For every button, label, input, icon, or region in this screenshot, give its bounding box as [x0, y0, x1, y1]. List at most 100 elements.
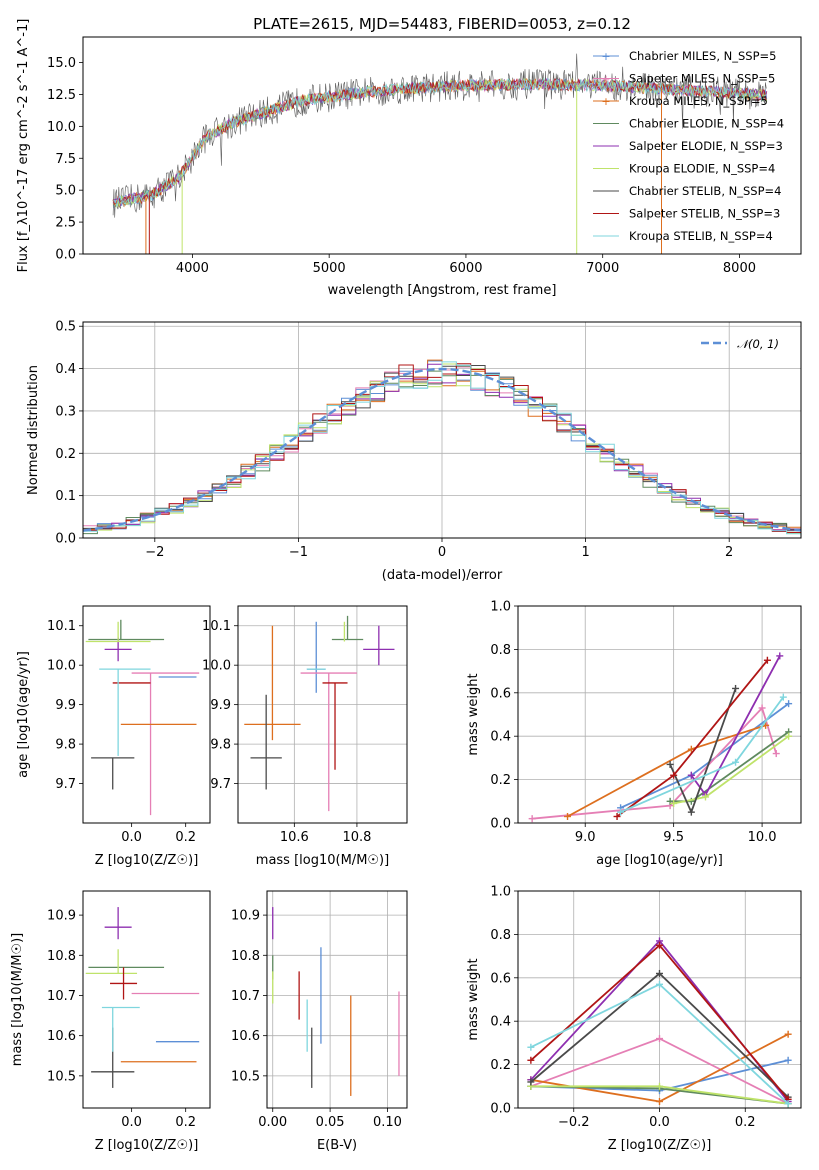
y-tick-label: 0.5	[55, 320, 76, 335]
figure-title: PLATE=2615, MJD=54483, FIBERID=0053, z=0…	[253, 15, 631, 33]
y-tick-label: 0.3	[55, 404, 76, 419]
x-tick-label: 0.10	[373, 1115, 402, 1130]
y-tick-label: 10.0	[47, 659, 76, 674]
y-tick-label: 9.9	[55, 698, 76, 713]
legend-label: Salpeter ELODIE, N_SSP=3	[629, 139, 783, 153]
y-tick-label: 0.0	[55, 532, 76, 547]
y-tick-label: 0.4	[55, 362, 76, 377]
y-tick-label: 0.2	[490, 773, 511, 788]
y-tick-label: 12.5	[47, 88, 76, 103]
y-tick-label: 1.0	[490, 600, 511, 615]
histograms	[83, 359, 801, 537]
y-tick-label: 0.6	[490, 971, 511, 986]
plot-frame-massweight_vs_age	[517, 605, 802, 824]
y-tick-label: 10.8	[231, 949, 260, 964]
y-tick-label: 0.2	[490, 1058, 511, 1073]
y-tick-label: 10.9	[47, 909, 76, 924]
legend-label: Kroupa MILES, N_SSP=5	[629, 94, 768, 108]
panel-age_vs_mass: 10.6 10.8 9.7 9.8 9.9 10.0 10.1	[202, 606, 407, 845]
y-tick-label: 0.0	[490, 817, 511, 832]
errorbars	[244, 615, 395, 812]
y-tick-label: 10.1	[202, 619, 231, 634]
x-tick-label: 10.6	[280, 830, 309, 845]
x-tick-label: 0.0	[121, 1115, 142, 1130]
y-tick-label: 5.0	[55, 184, 76, 199]
y-tick-label: 10.7	[231, 989, 260, 1004]
x-axis-label-massweight_vs_age: age [log10(age/yr)]	[596, 853, 723, 868]
x-tick-label: −2	[145, 545, 164, 560]
y-axis-label-mass_vs_z: mass [log10(M/M☉)]	[10, 933, 25, 1066]
y-tick-label: 15.0	[47, 56, 76, 71]
y-tick-label: 10.6	[231, 1029, 260, 1044]
weight-lines	[528, 652, 793, 823]
panel-mass_vs_z: 0.0 0.2 10.5 10.6 10.7 10.8 10.9	[47, 907, 200, 1130]
panel-mass_vs_ebv: 0.00 0.05 0.10 10.5 10.6 10.7 10.8 10.9	[231, 891, 407, 1130]
spectrum-series-line	[113, 77, 767, 207]
x-tick-label: 0.05	[316, 1115, 345, 1130]
panel-residuals: −2 −1 0 1 2 0.0 0.1 0.2 0.3 0.4 0.5	[55, 320, 801, 560]
legend-label: Salpeter STELIB, N_SSP=3	[629, 207, 780, 221]
legend-label: Salpeter MILES, N_SSP=5	[629, 72, 775, 86]
y-tick-label: 0.8	[490, 928, 511, 943]
x-tick-label: 0.2	[175, 830, 196, 845]
y-tick-label: 0.6	[490, 686, 511, 701]
y-axis-label-age_vs_z: age [log10(age/yr)]	[16, 651, 31, 778]
plot-frame-mass_vs_ebv	[266, 890, 408, 1109]
y-tick-label: 0.0	[55, 248, 76, 263]
y-tick-label: 0.4	[490, 1015, 511, 1030]
panel-spectrum: 4000 5000 6000 7000 8000 0.0 2.5 5.0 7.5 10.0 12.5…	[47, 53, 768, 276]
y-tick-label: 9.8	[55, 738, 76, 753]
y-tick-label: 9.8	[210, 738, 231, 753]
y-tick-label: 10.0	[202, 659, 231, 674]
x-tick-label: 0.0	[649, 1115, 670, 1130]
x-axis-label-mass_vs_ebv: E(B-V)	[317, 1138, 357, 1153]
plot-frame-spectrum	[82, 36, 802, 255]
y-tick-label: 9.9	[210, 698, 231, 713]
errorbars	[85, 619, 200, 816]
y-axis-label-massweight_vs_age: mass weight	[466, 673, 481, 755]
panel-massweight_vs_z: −0.2 0.0 0.2 0.0 0.2 0.4 0.6 0.8 1.0	[490, 885, 801, 1130]
x-tick-label: −0.2	[558, 1115, 590, 1130]
plot-frame-massweight_vs_z	[517, 890, 802, 1109]
x-tick-label: 6000	[449, 261, 482, 276]
y-tick-label: 10.0	[47, 120, 76, 135]
legend-marker: +	[601, 95, 610, 108]
y-axis-label-massweight_vs_z: mass weight	[466, 958, 481, 1040]
legend-label: Chabrier ELODIE, N_SSP=4	[629, 117, 784, 131]
x-tick-label: 0.00	[258, 1115, 287, 1130]
panel-massweight_vs_age: 9.0 9.5 10.0 0.0 0.2 0.4 0.6 0.8 1.0	[490, 600, 801, 845]
plot-frame-mass_vs_z	[82, 890, 211, 1109]
errorbars	[272, 907, 400, 1096]
x-axis-label-residuals: (data-model)/error	[382, 568, 503, 583]
x-tick-label: 1	[581, 545, 589, 560]
y-tick-label: 9.7	[55, 777, 76, 792]
y-tick-label: 1.0	[490, 885, 511, 900]
y-tick-label: 0.1	[55, 489, 76, 504]
x-tick-label: 0.2	[175, 1115, 196, 1130]
x-tick-label: 10.8	[342, 830, 371, 845]
x-tick-label: 9.5	[663, 830, 684, 845]
weight-series-line	[620, 696, 785, 813]
plot-frame-residuals	[82, 321, 802, 539]
x-tick-label: 0	[438, 545, 446, 560]
x-axis-label-spectrum: wavelength [Angstrom, rest frame]	[328, 283, 557, 298]
errorbars	[85, 907, 200, 1088]
legend-label: Kroupa ELODIE, N_SSP=4	[629, 162, 775, 176]
y-tick-label: 0.4	[490, 730, 511, 745]
weight-series-line	[532, 706, 778, 820]
x-axis-label-mass_vs_z: Z [log10(Z/Z☉)]	[95, 1138, 199, 1153]
y-tick-label: 10.6	[47, 1029, 76, 1044]
y-tick-label: 10.5	[47, 1069, 76, 1084]
plot-frame-age_vs_mass	[237, 605, 408, 824]
weight-lines	[527, 937, 792, 1108]
y-tick-label: 10.1	[47, 619, 76, 634]
plot-frame-age_vs_z	[82, 605, 211, 824]
y-axis-label-residuals: Normed distribution	[26, 365, 41, 495]
legend-label: 𝒩(0, 1)	[737, 337, 779, 351]
x-tick-label: 0.0	[121, 830, 142, 845]
y-tick-label: 7.5	[55, 152, 76, 167]
histogram-step-line	[83, 361, 801, 535]
plots-layer: 4000 5000 6000 7000 80000.02.55.07.510.012.5…	[10, 19, 802, 1153]
x-tick-label: 10.0	[748, 830, 777, 845]
